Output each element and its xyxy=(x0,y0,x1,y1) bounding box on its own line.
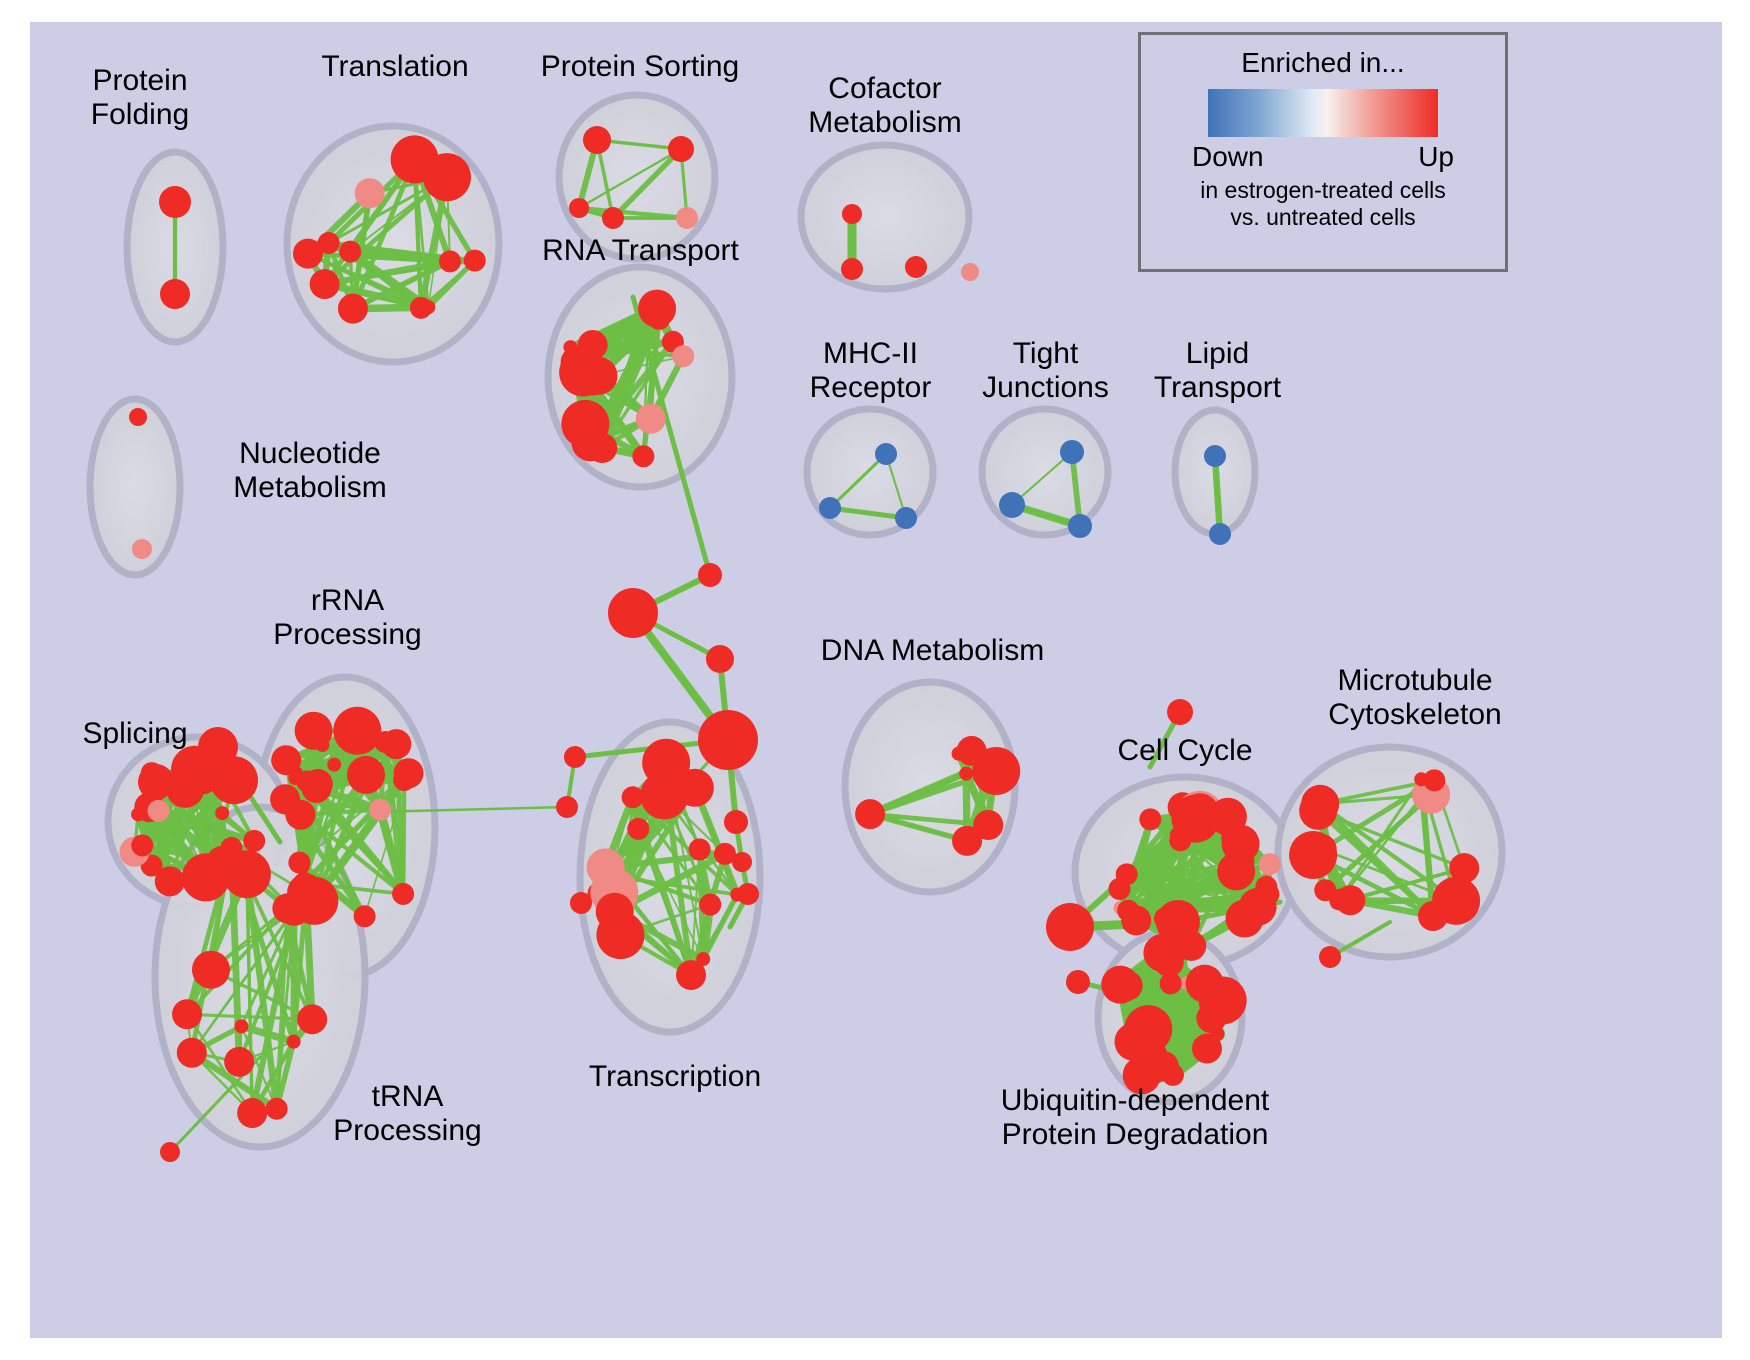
cluster-label-lipid-transport: Lipid Transport xyxy=(1153,337,1282,404)
cluster-label-transcription: Transcription xyxy=(588,1060,762,1093)
cluster-label-protein-folding: Protein Folding xyxy=(90,64,190,131)
cluster-label-protein-sorting: Protein Sorting xyxy=(540,50,740,83)
network-graph xyxy=(86,91,1506,1162)
cluster-label-splicing: Splicing xyxy=(82,717,188,750)
cluster-label-rrna-processing: rRNA Processing xyxy=(273,584,422,651)
cluster-label-rna-transport: RNA Transport xyxy=(542,234,739,267)
legend-colorbar xyxy=(1208,89,1438,137)
cluster-label-cofactor-metabolism: Cofactor Metabolism xyxy=(808,72,962,139)
cluster-label-trna-processing: tRNA Processing xyxy=(333,1080,482,1147)
cluster-label-ubiquitin-degradation: Ubiquitin-dependent Protein Degradation xyxy=(1000,1084,1270,1151)
cluster-label-cell-cycle: Cell Cycle xyxy=(1117,734,1253,767)
cluster-label-dna-metabolism: DNA Metabolism xyxy=(820,634,1045,667)
cluster-label-translation: Translation xyxy=(321,50,469,83)
cluster-label-tight-junctions: Tight Junctions xyxy=(982,337,1109,404)
legend-subtitle-line1: in estrogen-treated cells xyxy=(1200,177,1446,203)
legend-high-label: Up xyxy=(1418,141,1454,172)
cluster-label-microtubule-cytoskeleton: Microtubule Cytoskeleton xyxy=(1328,664,1502,731)
legend-box: Enriched in... Down Up in estrogen-treat… xyxy=(1138,32,1508,272)
network-nodes xyxy=(119,126,1481,1162)
legend-title: Enriched in... xyxy=(1241,47,1405,78)
network-canvas: Protein Folding Translation Protein Sort… xyxy=(30,22,1722,1338)
legend-subtitle-line2: vs. untreated cells xyxy=(1230,204,1416,230)
cluster-label-nucleotide-metabolism: Nucleotide Metabolism xyxy=(233,437,387,504)
cluster-label-mhc-ii-receptor: MHC-II Receptor xyxy=(809,337,932,404)
legend-low-label: Down xyxy=(1192,141,1264,172)
